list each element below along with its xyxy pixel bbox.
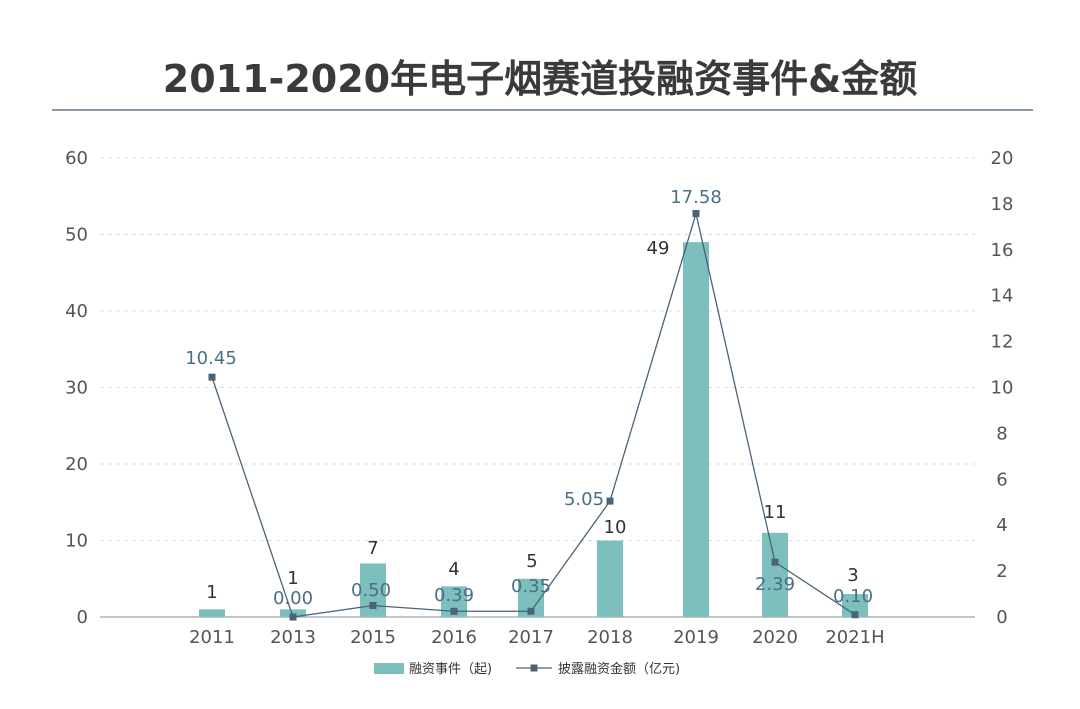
right-tick-label: 8 bbox=[996, 423, 1007, 444]
right-tick-label: 4 bbox=[996, 515, 1007, 536]
bar bbox=[597, 540, 623, 617]
line-data-label: 0.35 bbox=[511, 576, 551, 597]
right-tick-label: 0 bbox=[996, 607, 1007, 628]
legend-bar-swatch bbox=[374, 663, 404, 674]
left-tick-label: 40 bbox=[65, 301, 88, 322]
category-label: 2016 bbox=[431, 627, 477, 648]
line-point bbox=[771, 558, 779, 566]
line-point bbox=[527, 607, 535, 615]
right-tick-label: 14 bbox=[991, 286, 1014, 307]
category-label: 2015 bbox=[350, 627, 396, 648]
bar bbox=[683, 242, 709, 617]
right-axis-ticks: 0 2 4 6 8 10 12 14 16 18 20 bbox=[991, 148, 1014, 628]
left-axis-ticks: 0 10 20 30 40 50 60 bbox=[65, 148, 88, 628]
category-label: 2013 bbox=[270, 627, 316, 648]
category-axis: 2011 2013 2015 2016 2017 2018 2019 2020 2021H bbox=[189, 627, 885, 648]
left-tick-label: 30 bbox=[65, 378, 88, 399]
bar-data-label: 4 bbox=[448, 559, 459, 580]
line-data-label: 5.05 bbox=[564, 489, 604, 510]
bar-data-label: 10 bbox=[604, 517, 627, 538]
right-tick-label: 20 bbox=[991, 148, 1014, 169]
right-tick-label: 18 bbox=[991, 194, 1014, 215]
bar-data-label: 3 bbox=[847, 565, 858, 586]
line-data-label: 2.39 bbox=[755, 574, 795, 595]
bar bbox=[762, 532, 788, 617]
line-point bbox=[208, 373, 216, 381]
line-series: 10.45 0.00 0.50 0.39 0.35 5.05 17.58 2.39 0.10 bbox=[185, 187, 873, 621]
bar-data-label: 49 bbox=[647, 238, 670, 259]
category-label: 2011 bbox=[189, 627, 235, 648]
gridlines bbox=[100, 157, 975, 618]
bar bbox=[280, 609, 306, 617]
left-tick-label: 50 bbox=[65, 225, 88, 246]
bar-data-label: 5 bbox=[526, 551, 537, 572]
title-divider bbox=[52, 109, 1033, 111]
line-point bbox=[289, 613, 297, 621]
line-point bbox=[692, 210, 700, 218]
bar-data-label: 7 bbox=[367, 538, 378, 559]
left-tick-label: 10 bbox=[65, 531, 88, 552]
category-label: 2019 bbox=[673, 627, 719, 648]
line-data-label: 10.45 bbox=[185, 348, 237, 369]
line-point bbox=[369, 602, 377, 610]
chart-title: 2011-2020年电子烟赛道投融资事件&金额 bbox=[162, 57, 918, 101]
right-tick-label: 12 bbox=[991, 332, 1014, 353]
line-point bbox=[606, 497, 614, 505]
category-label: 2017 bbox=[508, 627, 554, 648]
legend-line-marker bbox=[530, 664, 538, 672]
left-tick-label: 0 bbox=[77, 607, 88, 628]
right-tick-label: 16 bbox=[991, 240, 1014, 261]
bar-data-label: 11 bbox=[764, 502, 787, 523]
right-tick-label: 6 bbox=[996, 469, 1007, 490]
line-data-label: 0.00 bbox=[273, 588, 313, 609]
line-data-label: 0.39 bbox=[434, 585, 474, 606]
bar-data-label: 1 bbox=[206, 582, 217, 603]
bar bbox=[199, 609, 225, 617]
legend: 融资事件（起) 披露融资金额（亿元) bbox=[374, 661, 680, 677]
right-tick-label: 2 bbox=[996, 561, 1007, 582]
line-data-label: 17.58 bbox=[670, 187, 722, 208]
category-label: 2020 bbox=[752, 627, 798, 648]
category-label: 2018 bbox=[587, 627, 633, 648]
category-label: 2021H bbox=[825, 627, 884, 648]
bar-data-label: 1 bbox=[287, 568, 298, 589]
legend-bar-label: 融资事件（起) bbox=[409, 662, 492, 677]
line-data-label: 0.10 bbox=[833, 586, 873, 607]
line-point bbox=[450, 607, 458, 615]
legend-line-label: 披露融资金额（亿元) bbox=[558, 661, 680, 677]
line-data-label: 0.50 bbox=[351, 580, 391, 601]
left-tick-label: 60 bbox=[65, 148, 88, 169]
right-tick-label: 10 bbox=[991, 378, 1014, 399]
line-point bbox=[851, 611, 859, 619]
left-tick-label: 20 bbox=[65, 454, 88, 475]
bar bbox=[842, 594, 868, 617]
